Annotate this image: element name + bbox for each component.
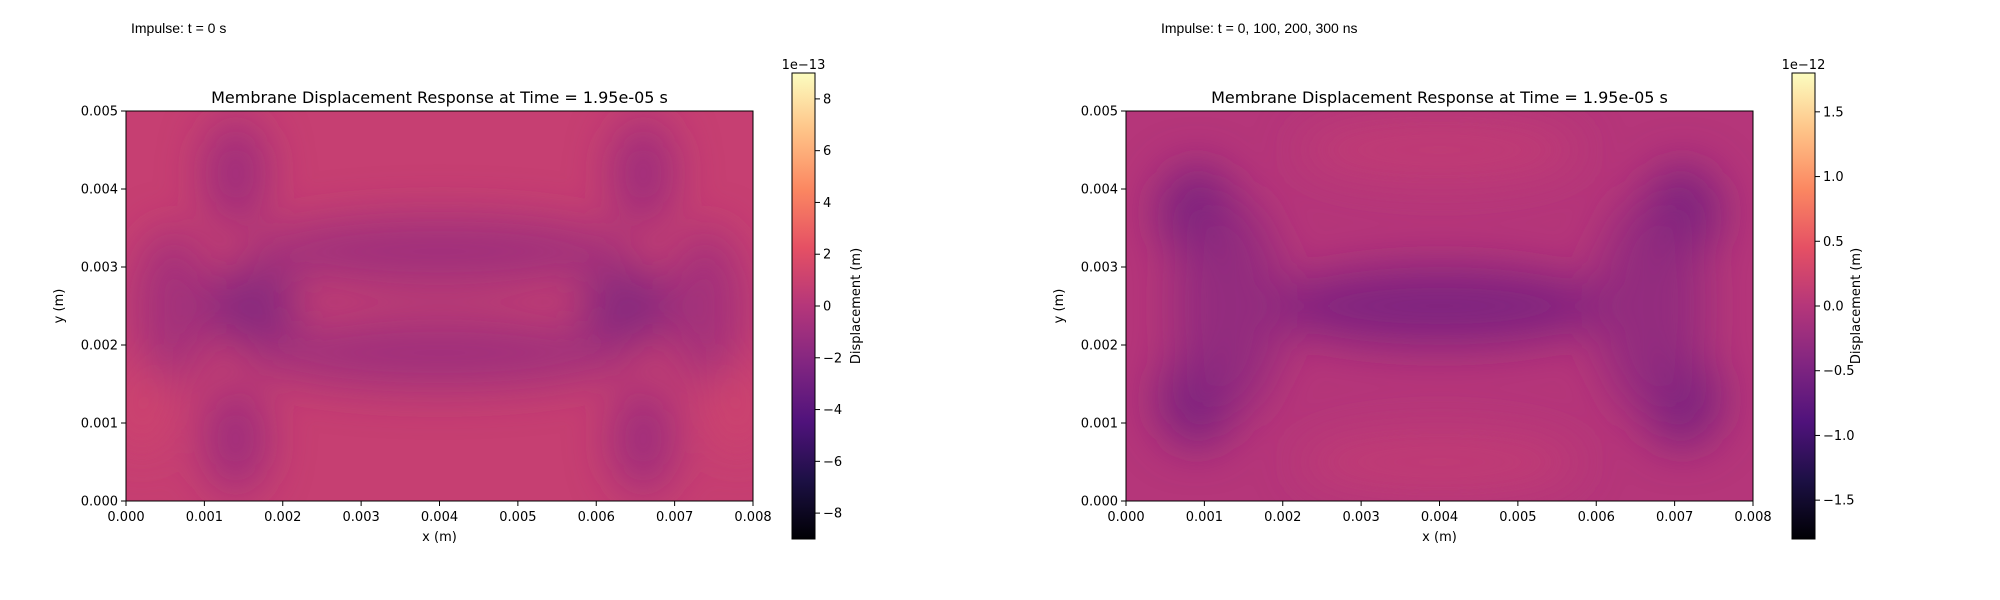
heatmap-feature — [133, 228, 213, 384]
x-tick-label: 0.003 — [343, 510, 380, 525]
x-tick-label: 0.001 — [1186, 510, 1223, 525]
heatmap-feature — [713, 360, 753, 455]
colorbar-tick-label: 2 — [823, 248, 831, 263]
panel-label: Impulse: t = 0, 100, 200, 300 ns — [1161, 20, 1358, 36]
y-tick-label: 0.003 — [81, 261, 118, 276]
heatmap-feature — [243, 317, 636, 388]
y-tick-label: 0.001 — [81, 417, 118, 432]
colorbar-tick-label: −6 — [823, 455, 842, 470]
x-tick-label: 0.004 — [421, 510, 458, 525]
panel-right: Impulse: t = 0, 100, 200, 300 ns 0.000 0.… — [1000, 0, 2000, 600]
x-axis-label: x (m) — [1422, 530, 1457, 545]
colorbar-tick-label: −8 — [823, 507, 842, 522]
colorbar-tick-label: −4 — [823, 403, 842, 418]
heatmap-feature — [1298, 118, 1581, 182]
heatmap-feature — [1267, 267, 1612, 345]
panel-left: Impulse: t = 0 s 0.000 0.001 0.002 0.003 0.0… — [52, 20, 864, 545]
x-tick-label: 0.007 — [1656, 510, 1693, 525]
y-tick-label: 0.000 — [1081, 495, 1118, 510]
y-tick-label: 0.000 — [81, 495, 118, 510]
colorbar-offset-text: 1e−12 — [1782, 58, 1826, 73]
colorbar-tick-label: −0.5 — [1823, 364, 1855, 379]
colorbar-tick-label: 6 — [823, 144, 831, 159]
heatmap-feature — [666, 228, 746, 384]
y-tick-label: 0.001 — [1081, 417, 1118, 432]
y-tick-label: 0.002 — [81, 339, 118, 354]
x-tick-label: 0.004 — [1421, 510, 1458, 525]
y-tick-label: 0.004 — [1081, 183, 1118, 198]
colorbar — [1791, 72, 1816, 540]
colorbar-tick-label: 8 — [823, 92, 831, 107]
colorbar — [791, 72, 816, 540]
heatmap-field — [1126, 111, 1753, 501]
colorbar-tick-label: −1.5 — [1823, 494, 1855, 509]
x-tick-label: 0.008 — [734, 510, 771, 525]
chart-title: Membrane Displacement Response at Time =… — [211, 88, 668, 107]
colorbar-label: Displacement (m) — [849, 248, 864, 364]
y-tick-label: 0.005 — [1081, 105, 1118, 120]
y-tick-label: 0.002 — [1081, 339, 1118, 354]
x-tick-label: 0.001 — [186, 510, 223, 525]
heatmap-features — [126, 118, 753, 494]
colorbar-tick-label: 0.5 — [1823, 235, 1844, 250]
heatmap-feature — [1298, 430, 1581, 494]
heatmap-feature — [580, 267, 675, 345]
x-tick-label: 0.005 — [499, 510, 536, 525]
x-tick-label: 0.007 — [656, 510, 693, 525]
colorbar-tick-label: −2 — [823, 351, 842, 366]
x-tick-label: 0.003 — [1343, 510, 1380, 525]
y-axis-label: y (m) — [52, 289, 67, 324]
x-tick-label: 0.006 — [1578, 510, 1615, 525]
x-tick-label: 0.005 — [1499, 510, 1536, 525]
y-tick-label: 0.005 — [81, 105, 118, 120]
heatmap-chart-left: 0.000 0.001 0.002 0.003 0.004 0.005 0.006 0.007… — [52, 58, 864, 545]
colorbar-tick-label: 4 — [823, 196, 831, 211]
chart-title: Membrane Displacement Response at Time =… — [1211, 88, 1668, 107]
x-tick-label: 0.002 — [264, 510, 301, 525]
x-tick-label: 0.000 — [107, 510, 144, 525]
colorbar-tick-label: 1.0 — [1823, 170, 1844, 185]
heatmap-feature — [126, 360, 166, 455]
colorbar-tick-label: 0 — [823, 300, 831, 315]
colorbar-tick-label: 1.5 — [1823, 105, 1844, 120]
x-tick-label: 0.006 — [578, 510, 615, 525]
colorbar-label: Displacement (m) — [1849, 248, 1864, 364]
heatmap-chart-right: 0.000 0.001 0.002 0.003 0.004 0.005 0.006 0.007… — [1052, 58, 1864, 545]
y-axis-label: y (m) — [1052, 289, 1067, 324]
colorbar-offset-text: 1e−13 — [782, 58, 826, 73]
heatmap-feature — [611, 384, 675, 494]
heatmap-feature — [1596, 196, 1706, 416]
y-tick-label: 0.004 — [81, 183, 118, 198]
heatmap-field — [126, 111, 753, 501]
heatmap-feature — [204, 267, 299, 345]
heatmap-feature — [243, 216, 636, 287]
heatmap-features — [1157, 118, 1722, 494]
heatmap-feature — [611, 118, 675, 228]
panel-label: Impulse: t = 0 s — [131, 20, 227, 36]
x-tick-label: 0.000 — [1107, 510, 1144, 525]
colorbar-tick-label: 0.0 — [1823, 300, 1844, 315]
x-axis-label: x (m) — [422, 530, 457, 545]
y-tick-label: 0.003 — [1081, 261, 1118, 276]
x-tick-label: 0.008 — [1734, 510, 1771, 525]
heatmap-feature — [1173, 196, 1283, 416]
x-tick-label: 0.002 — [1264, 510, 1301, 525]
colorbar-tick-label: −1.0 — [1823, 429, 1855, 444]
heatmap-feature — [204, 384, 268, 494]
heatmap-feature — [204, 118, 268, 228]
